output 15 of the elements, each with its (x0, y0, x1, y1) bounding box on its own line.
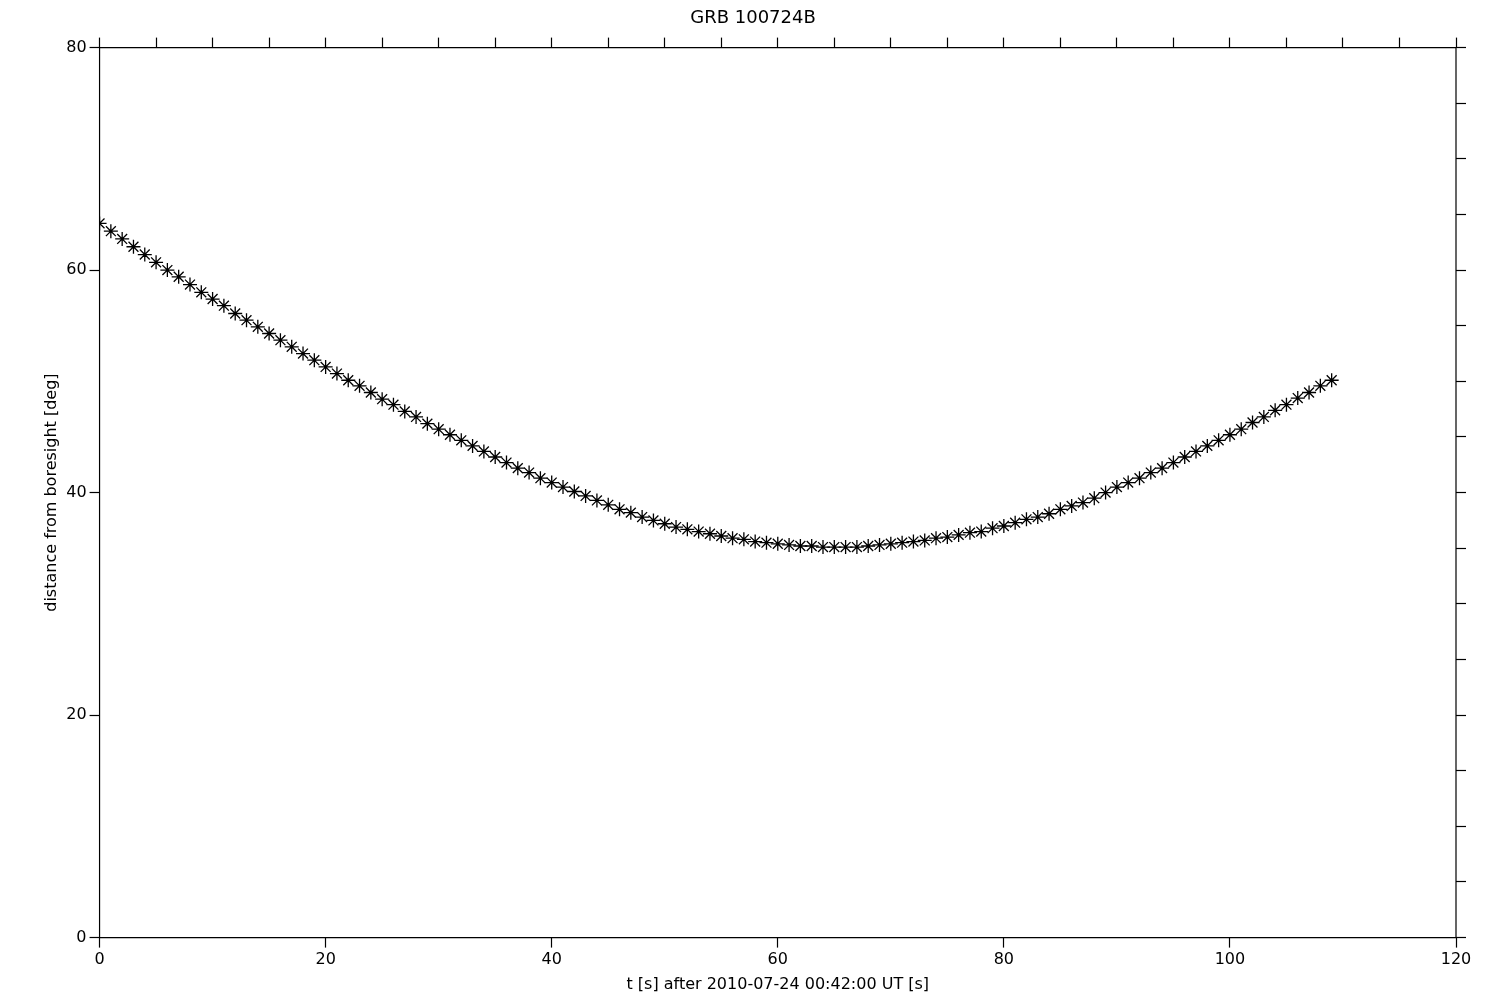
x-tick-label: 40 (541, 949, 562, 969)
y-tick-label: 40 (66, 481, 87, 501)
y-tick-label: 0 (76, 926, 87, 946)
x-tick-label: 120 (1440, 949, 1472, 969)
x-tick-label: 100 (1214, 949, 1246, 969)
x-tick-label: 60 (767, 949, 788, 969)
x-tick-label: 20 (315, 949, 336, 969)
y-tick-label: 60 (66, 259, 87, 279)
x-tick-label: 0 (94, 949, 105, 969)
x-axis-title: t [s] after 2010-07-24 00:42:00 UT [s] (626, 973, 930, 993)
y-tick-label: 80 (66, 36, 87, 56)
y-axis-title: distance from boresight [deg] (40, 373, 60, 612)
y-tick-label: 20 (66, 704, 87, 724)
chart-title: GRB 100724B (690, 6, 816, 28)
x-tick-label: 80 (993, 949, 1015, 969)
